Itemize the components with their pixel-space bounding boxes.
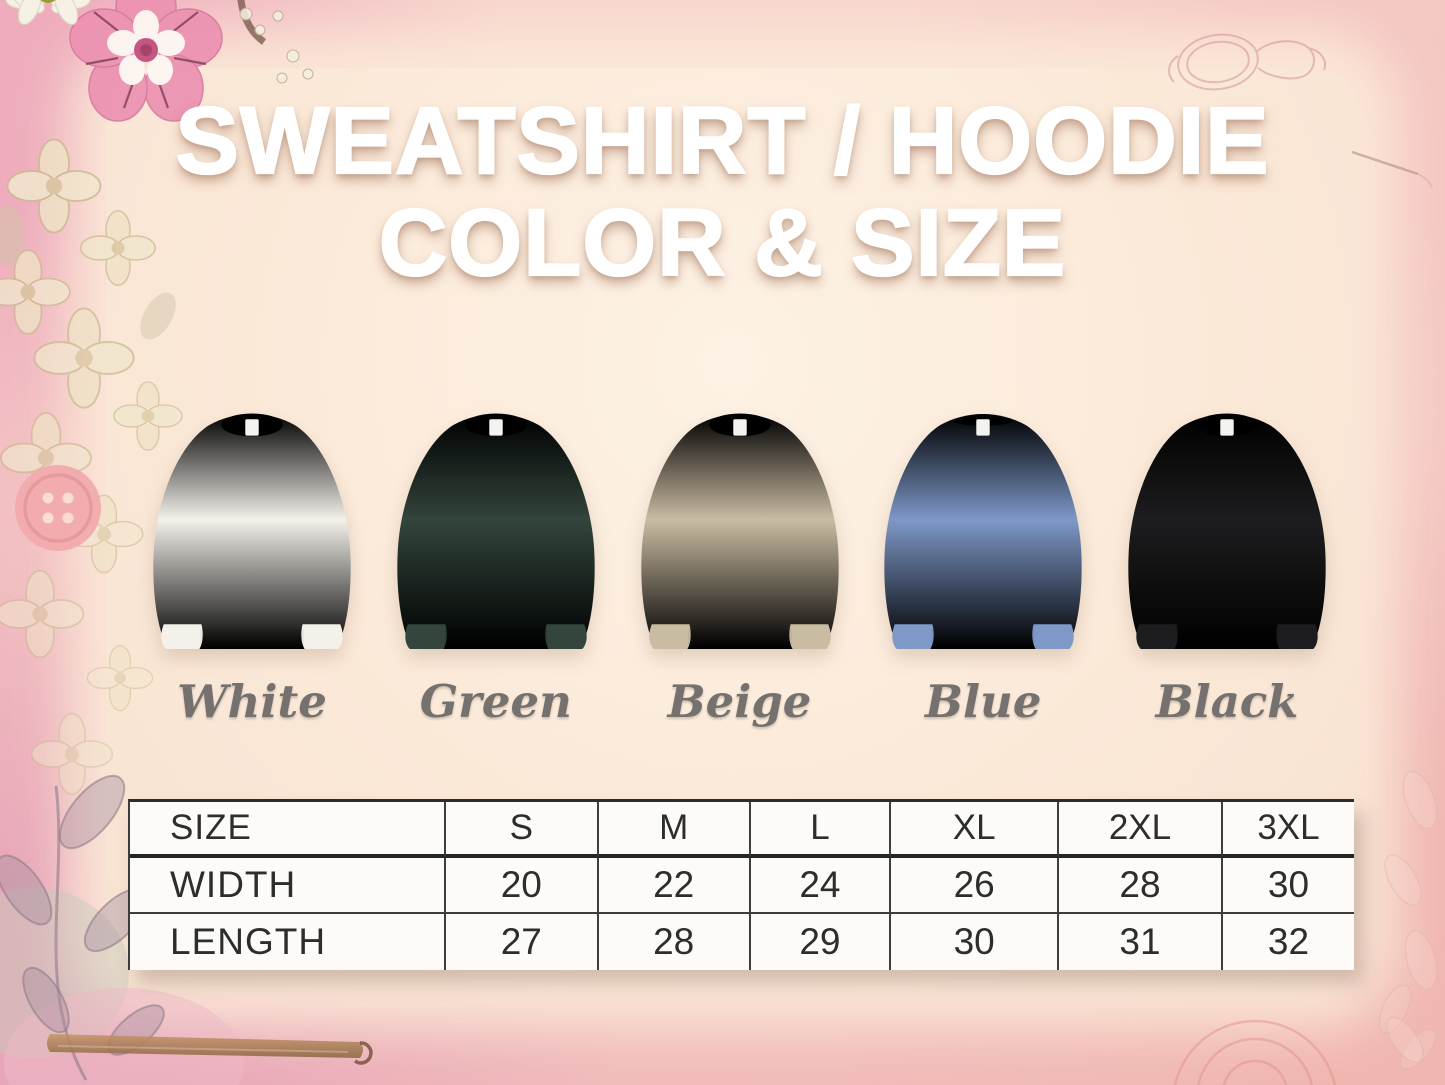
size-table-cell: 24 [750,858,892,914]
sweatshirt-image [1113,398,1341,671]
size-table-cell: 27 [446,914,599,970]
size-table-cell: 22 [598,858,751,914]
size-table-header-cell: 2XL [1058,802,1223,858]
colorway-figure: Black [1113,398,1341,728]
size-table-header-cell: M [598,802,751,858]
size-table-cell: 28 [1058,858,1223,914]
colorway-figure: Green [382,398,610,728]
sweatshirt-image [626,398,854,671]
size-table-cell: 26 [891,858,1059,914]
color-name-label: Green [419,675,572,728]
size-table-cell: 32 [1267,921,1310,962]
size-table-cell: 30 [1223,858,1354,914]
color-name-label: Blue [925,675,1042,728]
sweatshirt-image [382,398,610,671]
size-table-cell: 30 [891,914,1059,970]
size-table-cell: 29 [751,914,892,970]
color-name-label: Black [1155,675,1299,728]
size-table-header-cell: S [445,802,599,858]
size-table: SIZE S M L XL 2XL 3XL WIDTH 20 22 24 26 28 30 LENGTH 27… [128,799,1354,970]
size-table-header-cell: SIZE [130,802,446,858]
title-line-1: SWEATSHIRT / HOODIE [174,88,1270,194]
colorway-figure: Beige [626,398,854,728]
arc-leaf-decoration-bottom-right [1173,985,1437,1085]
size-row-label: LENGTH [130,914,446,970]
size-row-label: WIDTH [130,858,446,914]
size-table-cell: 28 [599,914,751,970]
page-title: SWEATSHIRT / HOODIE COLOR & SIZE [0,88,1445,296]
size-table-header-cell: 3XL [1223,802,1354,858]
button-decoration [15,465,101,551]
size-table-header-cell: L [750,802,892,858]
size-table-cell: 31 [1059,914,1223,970]
sweatshirt-image [869,398,1097,671]
colorway-figure: White [138,398,366,728]
colorway-figure: Blue [869,398,1097,728]
size-table-header-cell: XL [891,802,1059,858]
wooden-stick-decoration [47,1034,373,1065]
color-name-label: White [177,675,327,728]
sweatshirt-image [138,398,366,671]
color-name-label: Beige [667,675,812,728]
size-table-cell: 20 [445,858,599,914]
title-line-2: COLOR & SIZE [378,190,1067,296]
colorway-row: White Green Beige [138,398,1341,728]
